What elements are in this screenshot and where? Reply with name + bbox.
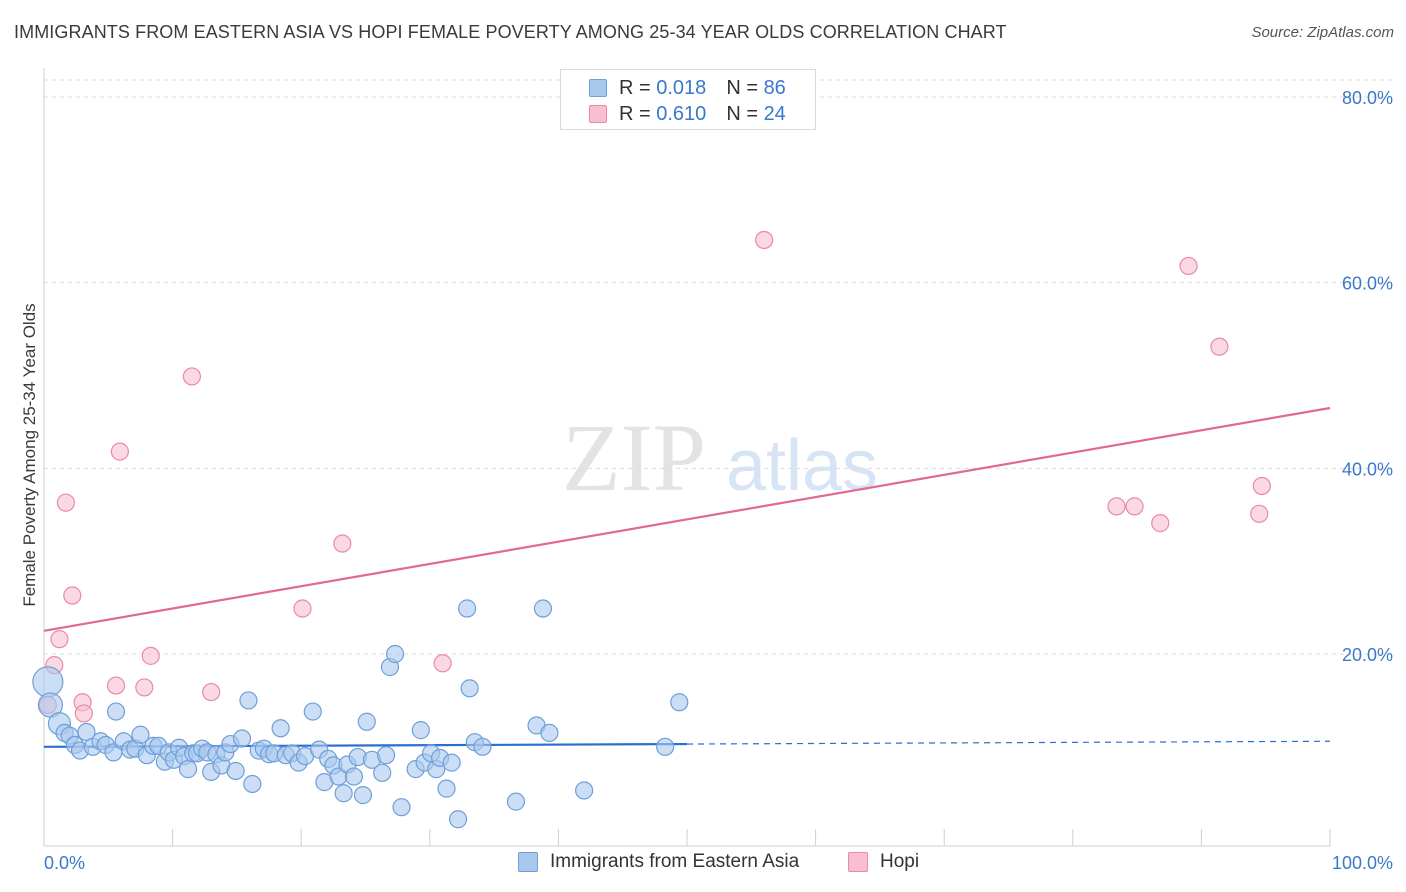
point-eastern-asia bbox=[411, 721, 430, 740]
watermark: ZIP atlas bbox=[562, 404, 878, 511]
watermark-atlas: atlas bbox=[726, 426, 878, 506]
axes bbox=[43, 68, 1331, 847]
point-eastern-asia bbox=[131, 725, 150, 744]
legend-r-value: 0.610 bbox=[656, 102, 707, 125]
point-eastern-asia bbox=[540, 723, 559, 743]
point-hopi bbox=[56, 493, 75, 512]
y-tick-label: 40.0% bbox=[1342, 459, 1393, 479]
source-credit: Source: ZipAtlas.com bbox=[1251, 24, 1394, 41]
point-eastern-asia bbox=[232, 729, 252, 748]
point-eastern-asia bbox=[460, 679, 479, 698]
trend-line-eastern-asia-extension bbox=[686, 740, 1331, 745]
legend-row-blue: R = 0.018 N = 86 bbox=[589, 76, 786, 100]
x-tick-label: 0.0% bbox=[44, 853, 85, 873]
point-eastern-asia bbox=[457, 599, 477, 618]
point-eastern-asia bbox=[226, 761, 245, 781]
point-hopi bbox=[106, 676, 126, 695]
legend-label-pink: Hopi bbox=[880, 851, 920, 872]
correlation-legend: R = 0.018 N = 86 R = 0.610 N = 24 bbox=[560, 69, 816, 130]
point-eastern-asia bbox=[303, 702, 322, 721]
point-hopi bbox=[1179, 256, 1198, 276]
point-hopi bbox=[1250, 504, 1269, 523]
point-eastern-asia bbox=[32, 666, 64, 698]
legend-row-pink: R = 0.610 N = 24 bbox=[589, 102, 786, 126]
point-eastern-asia bbox=[473, 737, 492, 756]
point-eastern-asia bbox=[271, 719, 290, 738]
y-tick-label: 80.0% bbox=[1342, 88, 1393, 108]
point-hopi bbox=[1151, 514, 1170, 533]
legend-swatch-blue bbox=[518, 852, 538, 872]
point-eastern-asia bbox=[533, 599, 553, 618]
point-eastern-asia bbox=[106, 702, 126, 721]
legend-n-label: N = bbox=[726, 76, 758, 99]
point-eastern-asia bbox=[437, 779, 456, 798]
point-eastern-asia bbox=[506, 792, 526, 811]
legend-n-value: 86 bbox=[763, 76, 786, 99]
point-eastern-asia bbox=[385, 644, 405, 664]
point-hopi bbox=[1125, 497, 1144, 516]
bottom-legend-blue: Immigrants from Eastern Asia bbox=[518, 851, 799, 873]
tick-labels: 20.0% 40.0% 60.0% 80.0% 0.0% 100.0% bbox=[44, 88, 1393, 873]
point-hopi bbox=[1252, 476, 1271, 496]
point-hopi bbox=[135, 678, 154, 697]
point-hopi bbox=[293, 599, 312, 618]
data-points bbox=[32, 230, 1271, 829]
legend-swatch-pink bbox=[589, 105, 607, 123]
chart-title: IMMIGRANTS FROM EASTERN ASIA VS HOPI FEM… bbox=[14, 22, 1007, 42]
point-hopi bbox=[63, 586, 82, 605]
point-eastern-asia bbox=[239, 691, 258, 710]
legend-r-label: R = bbox=[619, 76, 651, 99]
point-hopi bbox=[755, 230, 774, 250]
point-eastern-asia bbox=[575, 781, 594, 800]
point-hopi bbox=[433, 654, 452, 673]
legend-n-value: 24 bbox=[763, 102, 786, 125]
point-eastern-asia bbox=[353, 786, 373, 805]
point-eastern-asia bbox=[392, 798, 411, 817]
point-hopi bbox=[182, 367, 201, 386]
legend-r-value: 0.018 bbox=[656, 76, 707, 99]
legend-swatch-pink bbox=[848, 852, 868, 872]
y-tick-label: 60.0% bbox=[1342, 274, 1393, 294]
point-eastern-asia bbox=[334, 784, 353, 803]
legend-r-label: R = bbox=[619, 102, 651, 125]
point-hopi bbox=[1210, 337, 1229, 356]
point-eastern-asia bbox=[243, 774, 262, 794]
legend-label-blue: Immigrants from Eastern Asia bbox=[550, 851, 800, 872]
watermark-zip: ZIP bbox=[562, 404, 706, 511]
trend-line-hopi bbox=[43, 406, 1331, 632]
x-tick-label: 100.0% bbox=[1332, 853, 1393, 873]
gridlines bbox=[44, 79, 1392, 655]
point-hopi bbox=[50, 630, 69, 649]
point-eastern-asia bbox=[344, 767, 364, 786]
point-eastern-asia bbox=[448, 810, 468, 829]
point-eastern-asia bbox=[376, 746, 396, 765]
point-hopi bbox=[202, 682, 221, 702]
legend-n-label: N = bbox=[726, 102, 758, 125]
point-eastern-asia bbox=[178, 760, 198, 779]
point-hopi bbox=[74, 704, 93, 723]
point-eastern-asia bbox=[357, 712, 376, 731]
point-eastern-asia bbox=[442, 753, 461, 772]
point-hopi bbox=[333, 534, 352, 553]
point-eastern-asia bbox=[670, 693, 689, 712]
point-eastern-asia bbox=[656, 737, 675, 756]
point-eastern-asia bbox=[373, 763, 392, 782]
y-tick-label: 20.0% bbox=[1342, 645, 1393, 665]
point-hopi bbox=[1107, 497, 1126, 516]
bottom-legend-pink: Hopi bbox=[848, 851, 919, 873]
point-hopi bbox=[110, 442, 129, 461]
legend-swatch-blue bbox=[589, 79, 607, 97]
point-hopi bbox=[141, 646, 160, 665]
